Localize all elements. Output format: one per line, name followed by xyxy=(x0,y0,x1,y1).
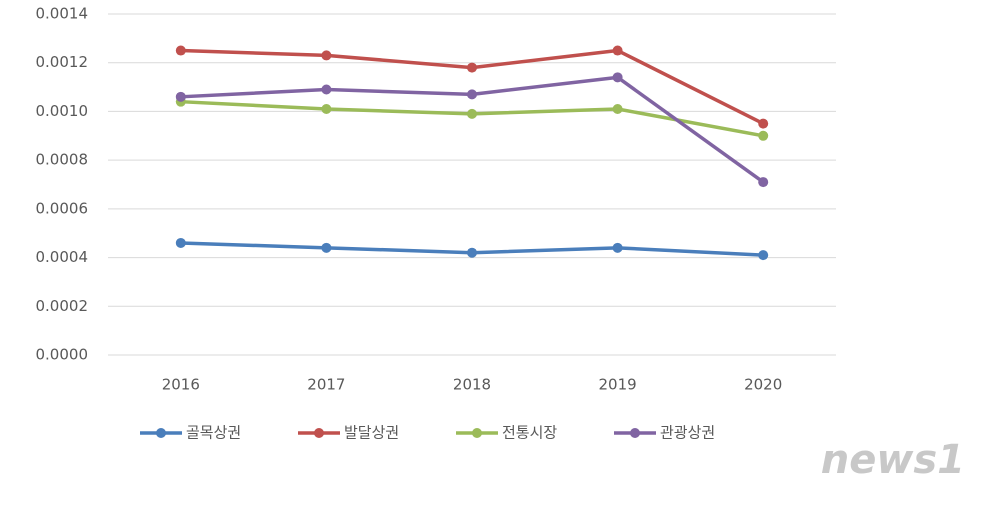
legend-label: 관광상권 xyxy=(660,424,715,442)
legend-marker xyxy=(630,428,640,438)
y-tick-label: 0.0014 xyxy=(36,5,89,23)
data-point xyxy=(758,118,769,129)
data-point xyxy=(758,250,769,261)
y-tick-label: 0.0000 xyxy=(36,346,89,364)
y-tick-label: 0.0006 xyxy=(36,199,89,217)
x-tick-label: 2019 xyxy=(599,376,637,394)
y-tick-label: 0.0010 xyxy=(36,102,89,120)
data-point xyxy=(467,62,477,73)
y-tick-label: 0.0008 xyxy=(36,151,89,169)
data-point xyxy=(467,108,477,119)
x-tick-label: 2017 xyxy=(307,376,345,394)
legend-marker xyxy=(472,428,482,438)
data-point xyxy=(321,103,332,114)
data-point xyxy=(612,45,623,56)
legend-label: 전통시장 xyxy=(502,424,557,442)
legend-label: 발달상권 xyxy=(344,424,399,442)
y-tick-label: 0.0002 xyxy=(36,297,89,315)
legend-marker xyxy=(314,428,324,438)
data-point xyxy=(467,247,477,258)
x-tick-label: 2016 xyxy=(162,376,200,394)
data-point xyxy=(758,130,769,141)
data-point xyxy=(612,72,623,83)
data-point xyxy=(321,84,332,95)
data-point xyxy=(467,89,477,100)
data-point xyxy=(321,50,332,61)
y-tick-label: 0.0004 xyxy=(36,248,89,266)
legend-label: 골목상권 xyxy=(186,424,241,442)
y-tick-label: 0.0012 xyxy=(36,53,89,71)
data-point xyxy=(175,237,186,248)
data-point xyxy=(758,177,769,188)
data-point xyxy=(612,242,623,253)
data-point xyxy=(175,91,186,102)
data-point xyxy=(175,45,186,56)
data-point xyxy=(321,242,332,253)
x-tick-label: 2020 xyxy=(744,376,782,394)
x-tick-label: 2018 xyxy=(453,376,491,394)
data-point xyxy=(612,103,623,114)
legend-marker xyxy=(156,428,166,438)
watermark: news1 xyxy=(821,437,965,483)
